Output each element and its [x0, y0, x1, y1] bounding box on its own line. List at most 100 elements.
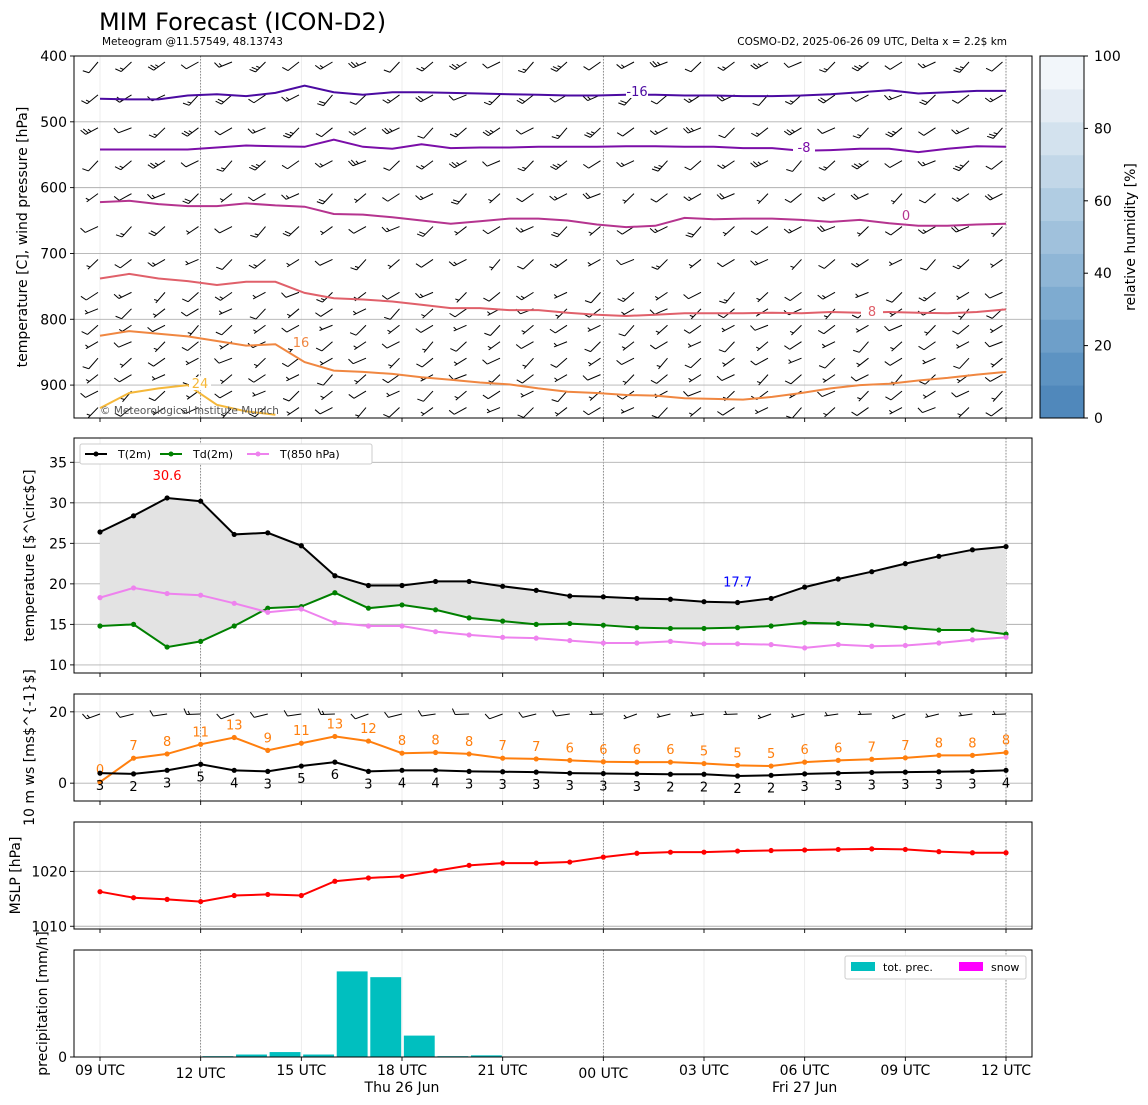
- temp-series-point: [600, 594, 606, 600]
- wind-barb-staff: [453, 374, 467, 381]
- prec-legend: tot. prec. snow: [844, 955, 1027, 980]
- wind-barb-flag: [683, 128, 689, 134]
- upper-wind-barb: [516, 291, 534, 301]
- upper-wind-barb: [151, 374, 166, 381]
- wind-barb-staff: [522, 374, 534, 384]
- upper-wind-barb: [823, 407, 836, 418]
- wind-barb-flag: [415, 195, 421, 201]
- prec-ytick-label: 0: [58, 1050, 67, 1066]
- wind-barb-staff: [320, 308, 333, 317]
- wind-barb-staff: [623, 713, 638, 720]
- wind-barb-staff: [154, 226, 166, 237]
- wind-barb-flag: [884, 231, 892, 236]
- surface-wind-barb: [283, 710, 302, 717]
- upper-wind-barb: [722, 226, 735, 237]
- wind-barb-half-flag: [420, 411, 425, 415]
- wind-barb-staff: [788, 357, 802, 364]
- wind-barb-staff: [656, 713, 671, 718]
- wind-mean-point: [1003, 767, 1009, 773]
- upper-wind-barb: [755, 341, 769, 352]
- wind-barb-half-flag: [690, 127, 694, 132]
- wind-barb-flag: [817, 294, 824, 300]
- upper-wind-barb: [148, 226, 166, 237]
- upper-wind-barb: [482, 127, 501, 137]
- wind-barb-half-flag: [923, 296, 928, 300]
- temp-series-point: [1003, 634, 1009, 640]
- wind-barb-staff: [923, 226, 936, 234]
- wind-barb-half-flag: [688, 196, 692, 200]
- wind-barb-staff: [557, 127, 568, 139]
- wind-gust-value: 7: [499, 739, 507, 754]
- wind-gust-value: 6: [633, 743, 641, 758]
- wind-barb-staff: [386, 127, 400, 135]
- mslp-point: [466, 862, 472, 868]
- precip-bar: [470, 1055, 502, 1057]
- upper-wind-barb: [784, 291, 802, 302]
- wind-barb-flag: [985, 412, 992, 417]
- wind-barb-flag: [516, 197, 523, 203]
- upper-wind-barb: [80, 291, 99, 301]
- wind-barb-staff: [87, 407, 99, 418]
- time-tick-label: 18 UTC: [377, 1063, 427, 1079]
- temp-series-point: [969, 637, 976, 643]
- wind-barb-half-flag: [689, 314, 694, 318]
- wind-barb-flag: [684, 166, 691, 171]
- upper-wind-barb: [353, 193, 367, 204]
- wind-barb-flag: [750, 325, 756, 331]
- wind-barb-half-flag: [855, 328, 860, 332]
- wind-barb-staff: [421, 357, 434, 368]
- temp-legend-label: Td(2m): [192, 448, 233, 461]
- wind-barb-flag: [113, 127, 119, 134]
- wind-barb-flag: [651, 415, 659, 418]
- wind-barb-staff: [455, 226, 467, 236]
- upper-wind-barb: [783, 127, 802, 136]
- wind-barb-staff: [621, 160, 635, 168]
- wind-barb-staff: [421, 713, 436, 717]
- upper-wind-barb: [687, 341, 702, 348]
- wind-barb-staff: [286, 193, 300, 200]
- wind-barb-staff: [423, 127, 434, 139]
- wind-barb-half-flag: [756, 199, 761, 203]
- wind-barb-staff: [354, 193, 367, 204]
- time-tick-label: 09 UTC: [75, 1063, 125, 1079]
- wind-barb-flag: [549, 195, 555, 201]
- wind-barb-half-flag: [353, 131, 357, 135]
- wind-barb-flag: [517, 70, 525, 74]
- upper-wind-barb: [180, 308, 199, 317]
- upper-wind-barb: [717, 308, 735, 319]
- wind-barb-staff: [84, 308, 99, 315]
- wind-barb-half-flag: [590, 131, 595, 134]
- wind-barb-half-flag: [858, 710, 862, 715]
- upper-wind-barb: [550, 61, 568, 72]
- upper-wind-barb: [247, 127, 266, 134]
- wind-barb-half-flag: [453, 326, 457, 331]
- wind-barb-flag: [586, 132, 593, 136]
- wind-barb-flag: [817, 226, 823, 232]
- wind-barb-half-flag: [320, 230, 324, 234]
- upper-wind-barb: [918, 193, 936, 204]
- upper-wind-barb: [86, 407, 99, 418]
- temp-series-point: [567, 593, 573, 599]
- wind-barb-staff: [991, 160, 1003, 170]
- mslp-point: [298, 892, 304, 899]
- wind-barb-half-flag: [621, 346, 626, 349]
- wind-barb-staff: [925, 94, 936, 105]
- wind-barb-staff: [218, 357, 233, 364]
- wind-barb-half-flag: [218, 310, 223, 314]
- wind-barb-flag: [383, 167, 390, 171]
- temp-series-point: [466, 578, 472, 585]
- wind-barb-staff: [923, 390, 936, 399]
- wind-barb-flag: [584, 300, 592, 304]
- wind-barb-staff: [821, 226, 836, 233]
- wind-mean-value: 3: [901, 778, 909, 793]
- wind-barb-staff: [789, 291, 802, 301]
- wind-barb-flag: [784, 380, 792, 385]
- upper-wind-barb: [348, 226, 367, 234]
- wind-barb-flag: [582, 193, 588, 199]
- wind-barb-staff: [355, 713, 369, 720]
- wind-barb-staff: [925, 259, 936, 271]
- surface-wind-barb: [958, 712, 973, 717]
- wind-barb-staff: [523, 61, 534, 73]
- wind-barb-staff: [589, 127, 601, 138]
